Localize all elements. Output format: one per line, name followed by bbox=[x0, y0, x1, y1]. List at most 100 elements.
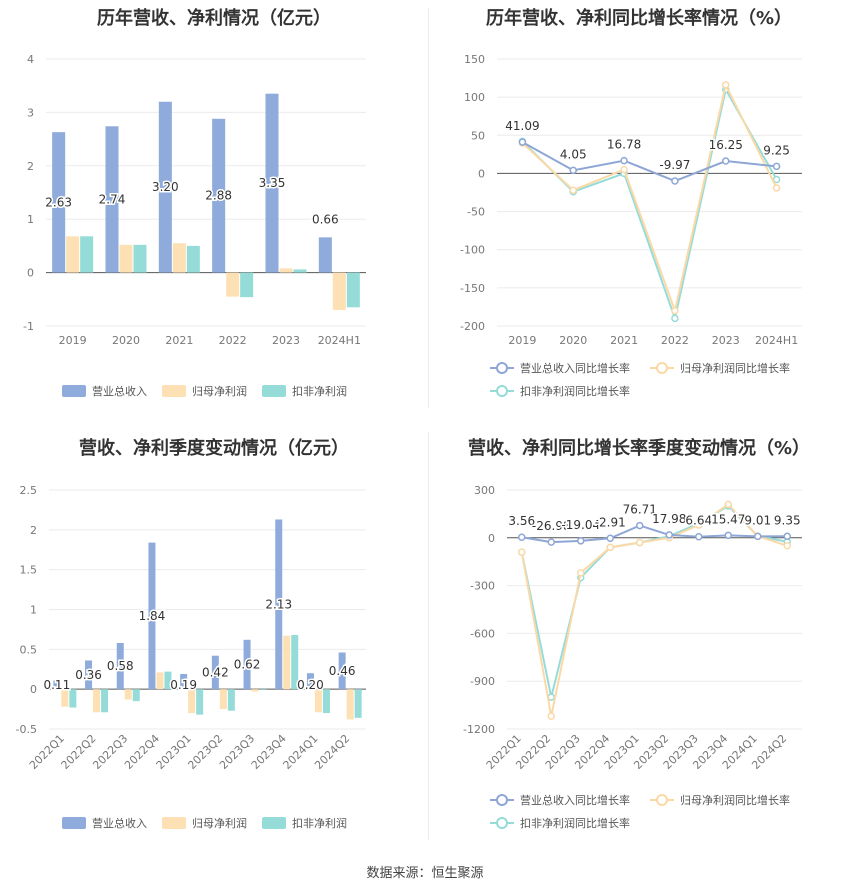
bar-net-profit bbox=[346, 689, 354, 720]
data-label: 1.84 bbox=[139, 609, 166, 623]
bar-deducted-profit bbox=[346, 272, 360, 308]
quarterly-growth-rate-chart: 营收、净利同比增长率季度变动情况（%） -1200 -900 -600 -300 0 30… bbox=[428, 420, 850, 850]
vertical-divider-top bbox=[428, 8, 429, 408]
chart-title: 营收、净利同比增长率季度变动情况（%） bbox=[467, 438, 811, 459]
data-label: 9.25 bbox=[763, 143, 790, 157]
bar-net-profit bbox=[66, 236, 80, 273]
y-tick-label: -1200 bbox=[463, 723, 495, 736]
data-point bbox=[671, 177, 679, 185]
data-label: 0.42 bbox=[202, 665, 229, 679]
series-line bbox=[521, 86, 778, 323]
data-label: -19.04 bbox=[561, 518, 600, 532]
data-label: 16.25 bbox=[709, 138, 743, 152]
series-line bbox=[520, 503, 788, 717]
bar-revenue bbox=[85, 660, 93, 690]
data-point bbox=[606, 534, 614, 543]
bar-deducted-profit bbox=[101, 689, 109, 713]
y-tick-label: 0 bbox=[488, 532, 495, 545]
data-point bbox=[754, 532, 762, 541]
y-tick-label: 1.5 bbox=[20, 564, 38, 577]
x-tick-label: 2024H1 bbox=[755, 334, 798, 347]
y-tick-label: -1 bbox=[23, 320, 34, 333]
y-tick-label: 50 bbox=[471, 129, 485, 142]
bar-net-profit bbox=[279, 268, 293, 273]
y-tick-label: -300 bbox=[470, 580, 495, 593]
data-point bbox=[518, 138, 527, 146]
bar-deducted-profit bbox=[133, 244, 147, 273]
data-point bbox=[772, 162, 781, 171]
data-point bbox=[724, 531, 732, 540]
y-tick-label: 100 bbox=[464, 91, 485, 104]
data-point bbox=[722, 81, 730, 89]
x-tick-label: 2024Q2 bbox=[312, 732, 352, 772]
data-label: 41.09 bbox=[505, 119, 539, 133]
chart-title: 历年营收、净利情况（亿元） bbox=[97, 8, 331, 29]
data-label: 76.71 bbox=[623, 503, 657, 517]
bar-revenue bbox=[306, 673, 314, 690]
data-point bbox=[577, 537, 585, 545]
bar-net-profit bbox=[124, 689, 132, 700]
bar-deducted-profit bbox=[259, 689, 267, 690]
data-label: 0.66 bbox=[312, 212, 339, 226]
bar-net-profit bbox=[61, 689, 69, 707]
bar-revenue bbox=[158, 101, 172, 273]
x-tick-label: 2019 bbox=[508, 334, 536, 347]
chart-title: 营收、净利季度变动情况（亿元） bbox=[79, 438, 349, 459]
data-label: 6.64 bbox=[685, 514, 712, 528]
y-tick-label: -50 bbox=[467, 206, 485, 219]
data-point bbox=[620, 165, 628, 174]
data-label: 16.78 bbox=[607, 138, 641, 152]
bar-net-profit bbox=[156, 672, 164, 690]
legend-label: 归母净利润同比增长率 bbox=[680, 361, 790, 375]
data-label: 0.46 bbox=[329, 664, 356, 678]
data-label: 15.47 bbox=[711, 512, 745, 526]
x-tick-label: 2022 bbox=[661, 334, 689, 347]
data-point bbox=[783, 542, 791, 550]
data-point bbox=[518, 548, 526, 556]
bar-net-profit bbox=[226, 272, 240, 297]
y-tick-label: -150 bbox=[460, 282, 485, 295]
y-tick-label: 4 bbox=[27, 53, 34, 66]
data-point bbox=[724, 500, 732, 509]
y-tick-label: 3 bbox=[27, 106, 34, 119]
data-label: 2.13 bbox=[265, 597, 292, 611]
bar-revenue bbox=[265, 93, 279, 273]
bar-revenue bbox=[211, 655, 219, 690]
data-point bbox=[722, 157, 730, 165]
data-label: -26.98 bbox=[532, 519, 571, 533]
data-point bbox=[636, 521, 644, 530]
y-tick-label: -600 bbox=[470, 627, 495, 640]
data-point bbox=[695, 521, 703, 529]
data-point bbox=[569, 186, 577, 194]
bar-revenue bbox=[105, 126, 119, 273]
y-tick-label: 2 bbox=[30, 524, 37, 537]
bar-deducted-profit bbox=[132, 689, 140, 702]
legend-point-marker bbox=[496, 817, 508, 829]
vertical-divider-bottom bbox=[428, 432, 429, 840]
bar-net-profit bbox=[219, 689, 227, 710]
legend-label: 扣非净利润同比增长率 bbox=[520, 384, 630, 398]
data-label: 9.35 bbox=[774, 513, 801, 527]
data-label: 3.56 bbox=[508, 514, 535, 528]
bar-revenue bbox=[53, 680, 61, 690]
data-label: 3.35 bbox=[259, 176, 286, 190]
legend-label: 扣非净利润 bbox=[292, 816, 347, 830]
legend-label: 归母净利润 bbox=[192, 384, 247, 398]
bar-deducted-profit bbox=[164, 671, 172, 690]
annual-bar-chart-svg: -1 0 1 2 3 4 2019 2020 2021 2022 2023 2024H1 2.63 2.7… bbox=[23, 53, 366, 398]
quarterly-revenue-profit-chart: 营收、净利季度变动情况（亿元） -0.5 0 0.5 1 1.5 2 2.5 2022Q1 20… bbox=[0, 420, 428, 850]
data-point bbox=[620, 156, 628, 165]
data-point bbox=[547, 538, 555, 546]
bar-net-profit bbox=[188, 689, 196, 714]
x-tick-label: 2021 bbox=[610, 334, 638, 347]
bar-deducted-profit bbox=[240, 272, 254, 298]
data-label: -2.91 bbox=[595, 515, 626, 529]
y-tick-label: 0 bbox=[478, 167, 485, 180]
bar-revenue bbox=[275, 519, 283, 690]
bar-net-profit bbox=[251, 689, 259, 692]
x-tick-label: 2022 bbox=[219, 334, 247, 347]
y-tick-label: 300 bbox=[474, 484, 495, 497]
data-point bbox=[636, 538, 644, 547]
bar-net-profit bbox=[314, 689, 322, 713]
legend-point-marker bbox=[496, 362, 508, 374]
